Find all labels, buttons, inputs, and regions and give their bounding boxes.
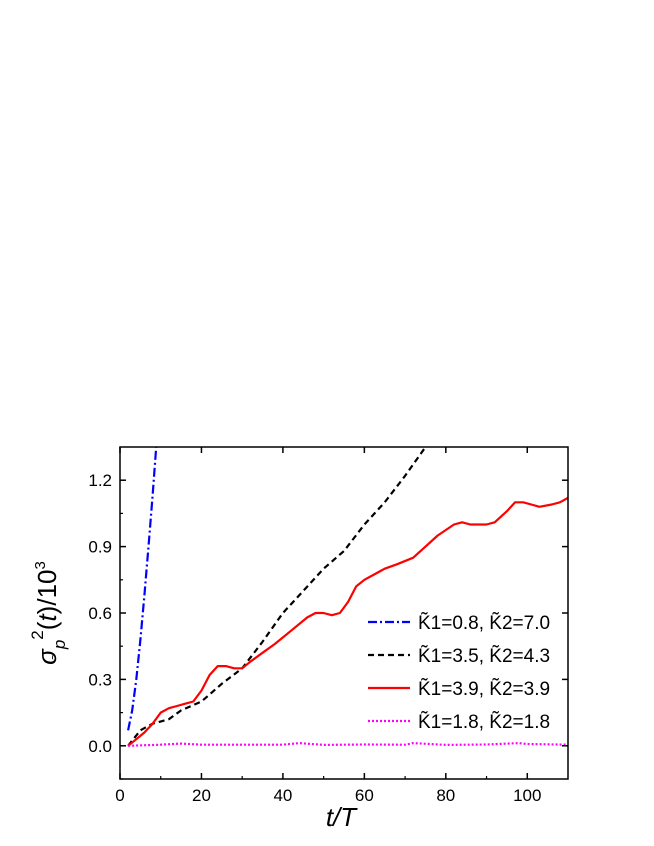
- legend-label-1: K̃1=0.8, K̃2=7.0: [418, 612, 550, 634]
- y-tick-label: 0.6: [88, 604, 112, 623]
- y-axis-title: σp2(t)/103 ~: [28, 561, 69, 665]
- x-tick-label: 100: [513, 786, 541, 805]
- series-layer: [127, 447, 568, 747]
- y-tick-label: 0.9: [88, 538, 112, 557]
- svg-text:~: ~: [45, 652, 60, 660]
- y-tick-label: 0.0: [88, 737, 112, 756]
- series-line-3: [127, 496, 568, 747]
- y-tick-label: 1.2: [88, 471, 112, 490]
- series-line-2: [127, 447, 427, 747]
- legend-label-3: K̃1=3.9, K̃2=3.9: [418, 678, 550, 700]
- legend-label-2: K̃1=3.5, K̃2=4.3: [418, 645, 550, 667]
- series-line-4: [128, 741, 568, 747]
- x-tick-label: 80: [436, 786, 455, 805]
- x-tick-label: 40: [273, 786, 292, 805]
- legend-label-4: K̃1=1.8, K̃2=1.8: [418, 711, 550, 733]
- x-tick-label: 20: [192, 786, 211, 805]
- axes-layer: 0 20 40 60 80 100 0.0 0.3 0.6 0.9 1.2: [88, 447, 568, 805]
- x-tick-label: 60: [355, 786, 374, 805]
- svg-text:σp2(t)/103: σp2(t)/103: [28, 561, 69, 665]
- series-line-1: [127, 447, 158, 731]
- x-axis-title: t/T: [326, 802, 358, 832]
- x-tick-label: 0: [115, 786, 124, 805]
- y-tick-label: 0.3: [88, 670, 112, 689]
- legend: K̃1=0.8, K̃2=7.0 K̃1=3.5, K̃2=4.3 K̃1=3.9,…: [368, 612, 550, 733]
